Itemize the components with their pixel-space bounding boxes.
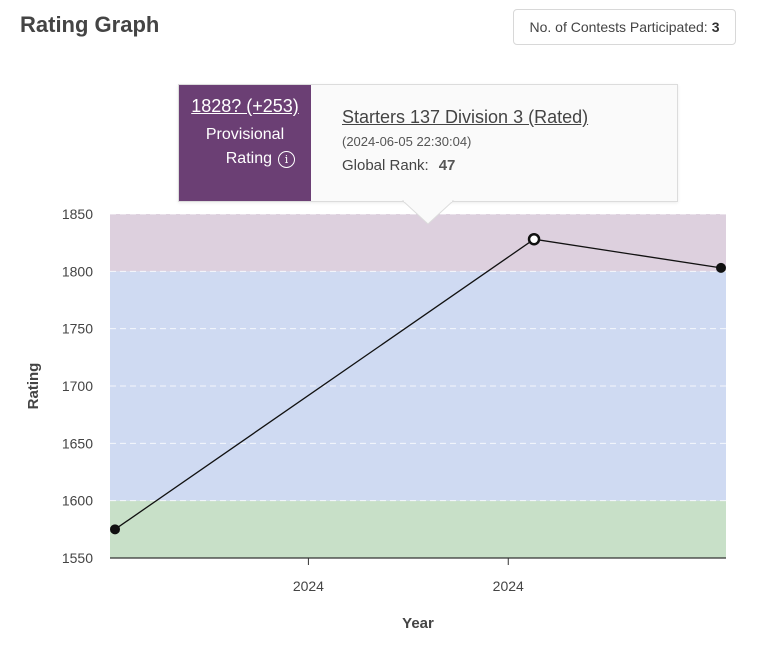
tick-labels: 1550 1600 1650 1700 1750 1800 1850 2024 2024 [62, 206, 524, 594]
tooltip-rating-panel: 1828? (+253) Provisional Rating i [179, 85, 311, 201]
tooltip-contest-details: Starters 137 Division 3 (Rated) (2024-06… [342, 85, 667, 174]
y-tick-label-1700: 1700 [62, 378, 93, 394]
rating-band-0 [110, 500, 726, 558]
contest-name-link[interactable]: Starters 137 Division 3 (Rated) [342, 107, 589, 127]
x-tick-label-0: 2024 [293, 578, 324, 594]
series-layer [110, 232, 726, 535]
y-tick-label-1550: 1550 [62, 550, 93, 566]
x-axis-label: Year [402, 615, 434, 632]
data-point-tooltip: 1828? (+253) Provisional Rating i Starte… [178, 84, 678, 202]
contests-count: 3 [711, 19, 720, 35]
provisional-label: Provisional [205, 126, 285, 143]
info-circle-icon[interactable]: i [278, 150, 295, 168]
y-tick-label-1600: 1600 [62, 493, 93, 509]
global-rank-label: Global Rank: [342, 157, 429, 174]
rating-label-row: Rating i [179, 150, 311, 168]
contests-label: No. of Contests Participated: [529, 19, 708, 35]
data-point-0 [110, 524, 120, 535]
grid-lines [110, 213, 726, 502]
y-axis-label: Rating [25, 363, 42, 410]
contest-date: (2024-06-05 22:30:04) [342, 134, 472, 149]
y-tick-label-1800: 1800 [62, 263, 93, 279]
data-point-highlighted [527, 232, 541, 246]
y-tick-label-1850: 1850 [62, 206, 93, 222]
y-tick-label-1650: 1650 [62, 435, 93, 451]
data-point-2 [716, 262, 726, 273]
page-title: Rating Graph [20, 12, 160, 37]
x-tick-label-1: 2024 [493, 578, 524, 594]
contests-participated-badge: No. of Contests Participated: 3 [513, 9, 736, 45]
y-tick-label-1750: 1750 [62, 321, 93, 337]
tooltip-rating-link[interactable]: 1828? (+253) [191, 96, 299, 116]
rating-band-2 [110, 214, 726, 272]
global-rank-row: Global Rank: 47 [342, 157, 667, 174]
rating-label: Rating [225, 150, 272, 167]
global-rank-value: 47 [438, 157, 456, 174]
